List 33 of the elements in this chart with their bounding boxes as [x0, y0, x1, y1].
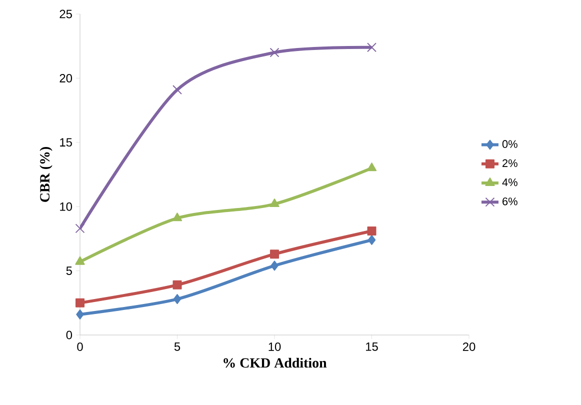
x-tick-label: 15: [366, 342, 378, 351]
y-axis-title: CBR (%): [40, 147, 52, 202]
point: [270, 48, 280, 58]
point: [172, 85, 182, 94]
point: [367, 226, 376, 236]
point: [367, 42, 376, 52]
y-tick-label: 5: [66, 266, 72, 275]
point: [368, 234, 376, 245]
y-tick-label: 0: [66, 330, 72, 340]
x-tick-label: 10: [268, 342, 281, 351]
point: [75, 256, 85, 265]
x-tick-label: 20: [462, 342, 476, 351]
y-tick-label: 25: [60, 10, 72, 18]
y-tick-label: 15: [60, 138, 72, 147]
point: [270, 198, 280, 208]
point: [366, 162, 377, 172]
x-tick-label: 5: [174, 342, 180, 351]
legend-label: 6%: [502, 198, 518, 206]
legend-label: 0%: [502, 140, 518, 148]
y-tick-label: 20: [60, 74, 72, 82]
x-tick-label: 0: [77, 342, 83, 351]
legend-label: 2%: [502, 159, 518, 168]
point: [270, 260, 278, 271]
x-axis-title: % CKD Addition: [224, 358, 327, 368]
legend-label: 4%: [502, 178, 518, 186]
point: [76, 309, 84, 320]
point: [172, 212, 182, 222]
point: [172, 280, 182, 290]
point: [75, 224, 85, 234]
point: [76, 298, 85, 308]
y-tick-label: 10: [60, 202, 72, 211]
point: [173, 294, 182, 304]
point: [270, 250, 280, 259]
